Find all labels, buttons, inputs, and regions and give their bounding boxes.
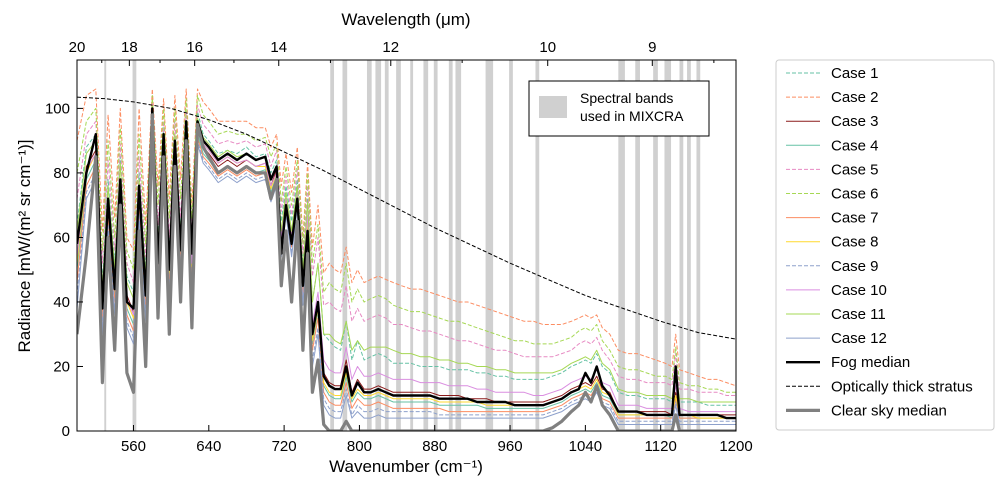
x-tick-label: 1120	[645, 438, 677, 455]
top-tick-label: 20	[69, 39, 86, 56]
spectral-band	[653, 60, 658, 431]
spectral-band	[679, 60, 684, 431]
x-tick-label: 880	[422, 438, 447, 455]
top-tick-label: 18	[121, 39, 138, 56]
x-tick-label: 640	[196, 438, 221, 455]
x-tick-label: 960	[498, 438, 523, 455]
spectral-band	[132, 60, 137, 431]
legend-label: Case 2	[831, 89, 879, 106]
legend-label: Case 12	[831, 330, 887, 347]
legend-label: Case 11	[831, 306, 886, 323]
inset-swatch	[539, 96, 567, 118]
x-tick-label: 1200	[719, 438, 752, 455]
spectral-band	[366, 60, 372, 431]
y-axis-title: Radiance [mW/(m² sr cm⁻¹)]	[15, 140, 34, 353]
plot-frame	[76, 59, 737, 432]
series-line	[77, 107, 736, 420]
legend-label: Case 1	[831, 65, 879, 82]
top-axis-title: Wavelength (μm)	[341, 10, 470, 29]
spectral-band	[384, 60, 389, 431]
spectral-band	[423, 60, 429, 431]
legend-frame	[775, 59, 995, 431]
spectral-band	[410, 60, 414, 431]
y-tick-label: 20	[53, 358, 70, 375]
legend-label: Case 4	[831, 137, 879, 154]
y-tick-label: 40	[53, 294, 70, 311]
x-tick-label: 1040	[569, 438, 602, 455]
x-axis-title: Wavenumber (cm⁻¹)	[329, 457, 483, 476]
x-tick-label: 800	[347, 438, 372, 455]
top-tick-label: 12	[382, 39, 399, 56]
spectral-band	[448, 60, 453, 431]
series-line	[77, 113, 736, 431]
spectral-bands	[104, 60, 701, 431]
spectral-band	[509, 60, 513, 431]
top-tick-label: 10	[539, 39, 556, 56]
y-tick-label: 100	[45, 100, 70, 117]
spectral-band	[396, 60, 401, 431]
legend-label: Clear sky median	[831, 402, 947, 419]
spectral-band	[330, 60, 335, 431]
y-tick-label: 60	[53, 229, 70, 246]
legend-label: Case 5	[831, 161, 879, 178]
spectral-band	[618, 60, 625, 431]
inset-label: Spectral bands used in MIXCRA	[580, 90, 684, 124]
x-tick-label: 560	[121, 438, 146, 455]
top-tick-label: 16	[186, 39, 203, 56]
spectral-band	[455, 60, 462, 431]
spectral-band	[433, 60, 438, 431]
y-tick-label: 0	[62, 423, 70, 440]
spectral-band	[696, 60, 701, 431]
bands-inset-legend: Spectral bands used in MIXCRA	[528, 80, 710, 137]
x-axis: 560 640 720 800 880 960 1040 1120 1200	[121, 425, 753, 455]
legend-entries: Case 1 Case 2 Case 3 Case 4 Case 5 Case 6 Case…	[786, 65, 973, 419]
top-wavelength-axis: 20 18 16 14 12 10 9	[69, 39, 715, 66]
spectral-band	[342, 60, 348, 431]
legend: Case 1 Case 2 Case 3 Case 4 Case 5 Case 6 Case…	[775, 59, 995, 431]
spectral-band	[664, 60, 672, 431]
legend-label: Case 6	[831, 186, 879, 203]
legend-label: Case 10	[831, 282, 887, 299]
spectral-band	[535, 60, 540, 431]
legend-label: Case 9	[831, 258, 879, 275]
top-tick-label: 9	[648, 39, 656, 56]
spectral-band	[485, 60, 494, 431]
inset-label-line: used in MIXCRA	[580, 108, 684, 124]
series-lines	[77, 88, 736, 431]
legend-label: Fog median	[831, 354, 910, 371]
x-tick-label: 720	[272, 438, 297, 455]
top-tick-label: 14	[270, 39, 287, 56]
series-line	[77, 96, 736, 340]
spectral-band	[375, 60, 382, 431]
legend-label: Optically thick stratus	[831, 378, 973, 395]
spectral-band	[635, 60, 640, 431]
legend-label: Case 3	[831, 113, 879, 130]
spectral-band	[687, 60, 691, 431]
y-axis: 0 20 40 60 80 100	[45, 100, 83, 440]
y-tick-label: 80	[53, 165, 70, 182]
legend-label: Case 8	[831, 234, 879, 251]
series-line	[77, 88, 736, 387]
inset-label-line: Spectral bands	[580, 90, 673, 106]
series-line	[77, 95, 736, 393]
legend-label: Case 7	[831, 210, 879, 227]
